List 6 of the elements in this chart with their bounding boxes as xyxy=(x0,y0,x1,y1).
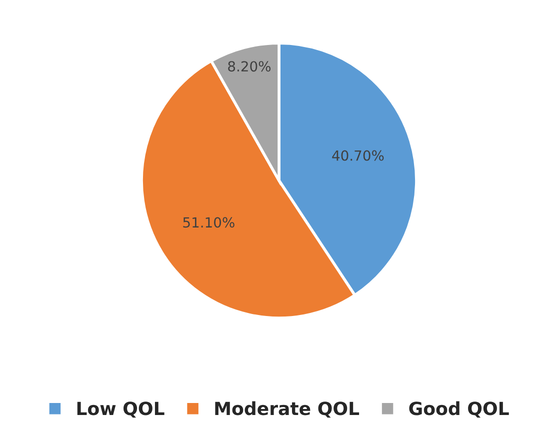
legend-label: Good QOL xyxy=(409,401,509,418)
legend-label: Moderate QOL xyxy=(215,401,360,418)
legend-label: Low QOL xyxy=(77,402,164,418)
data-label: 8.20% xyxy=(228,61,271,72)
data-label: 51.10% xyxy=(183,217,234,228)
data-label: 40.70% xyxy=(332,150,384,161)
